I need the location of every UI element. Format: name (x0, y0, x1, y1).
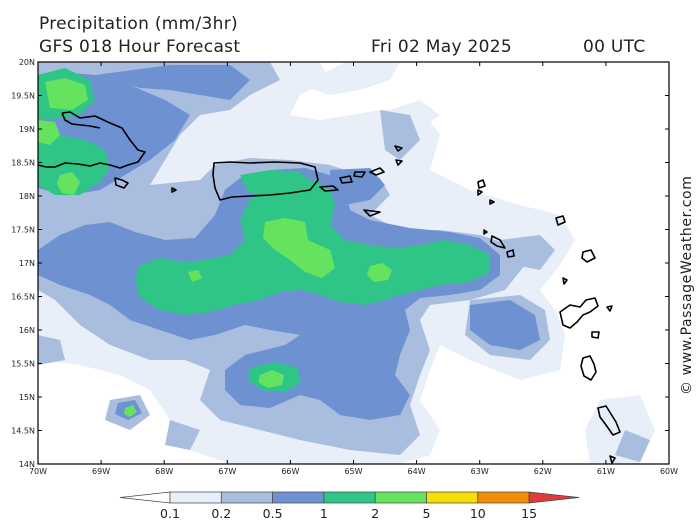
chart-title: Precipitation (mm/3hr) (39, 14, 238, 34)
precip-legend: 0.1 0.2 0.5 1 2 5 10 15 (119, 491, 580, 521)
lat-tick-label: 17.5N (11, 226, 35, 235)
precip-band-2 (38, 78, 392, 417)
legend-swatch (374, 491, 427, 504)
lon-tick-label: 63W (471, 467, 489, 476)
lon-tick-label: 70W (29, 467, 47, 476)
legend-swatch (477, 491, 530, 504)
lat-tick-label: 18.5N (11, 159, 35, 168)
legend-swatch (220, 491, 273, 504)
lon-tick-label: 65W (344, 467, 362, 476)
legend-label: 0.1 (160, 506, 180, 521)
legend-label: 1 (320, 506, 328, 521)
legend-label: 10 (470, 506, 486, 521)
legend-swatch (426, 491, 479, 504)
lon-tick-label: 61W (597, 467, 615, 476)
credit-text: © www.PassageWeather.com (679, 175, 695, 395)
martinique-coast (580, 355, 597, 381)
legend-swatch (119, 491, 171, 504)
legend-swatch (323, 491, 376, 504)
lon-tick-label: 60W (660, 467, 678, 476)
lon-tick-label: 69W (92, 467, 110, 476)
legend-label: 5 (423, 506, 431, 521)
lon-tick-label: 67W (218, 467, 236, 476)
lat-tick-label: 17N (19, 259, 35, 268)
coastlines (37, 111, 621, 464)
legend-label: 0.5 (263, 506, 283, 521)
legend-label: 0.2 (211, 506, 231, 521)
lon-tick-label: 66W (281, 467, 299, 476)
legend-swatch (169, 491, 222, 504)
lat-tick-label: 19N (19, 125, 35, 134)
lat-tick-label: 16N (19, 326, 35, 335)
puerto-rico-coast (212, 161, 319, 201)
longitude-ticks: 70W 69W 68W 67W 66W 65W 64W 63W 62W 61W 60W (29, 62, 678, 476)
legend-label: 2 (371, 506, 379, 521)
lon-tick-label: 68W (155, 467, 173, 476)
lat-tick-label: 15.5N (11, 360, 35, 369)
lat-tick-label: 14N (19, 460, 35, 469)
st-lucia-coast (597, 405, 621, 436)
forecast-date: Fri 02 May 2025 (371, 37, 513, 57)
lat-tick-label: 18N (19, 192, 35, 201)
legend-label: 15 (521, 506, 537, 521)
lat-tick-label: 15N (19, 393, 35, 402)
lon-tick-label: 64W (408, 467, 426, 476)
forecast-subtitle: GFS 018 Hour Forecast (39, 37, 241, 57)
lon-tick-label: 62W (534, 467, 552, 476)
forecast-time: 00 UTC (583, 37, 646, 57)
hispaniola-coast (37, 111, 146, 169)
guadeloupe-coast (559, 297, 599, 329)
lat-tick-label: 16.5N (11, 293, 35, 302)
lat-tick-label: 19.5N (11, 92, 35, 101)
legend-swatch (528, 491, 580, 504)
legend-swatch (272, 491, 325, 504)
latitude-ticks: 20N 19.5N 19N 18.5N 18N 17.5N 17N 16.5N 16N 15.5N… (11, 58, 669, 469)
lat-tick-label: 14.5N (11, 427, 35, 436)
lat-tick-label: 20N (19, 58, 35, 67)
